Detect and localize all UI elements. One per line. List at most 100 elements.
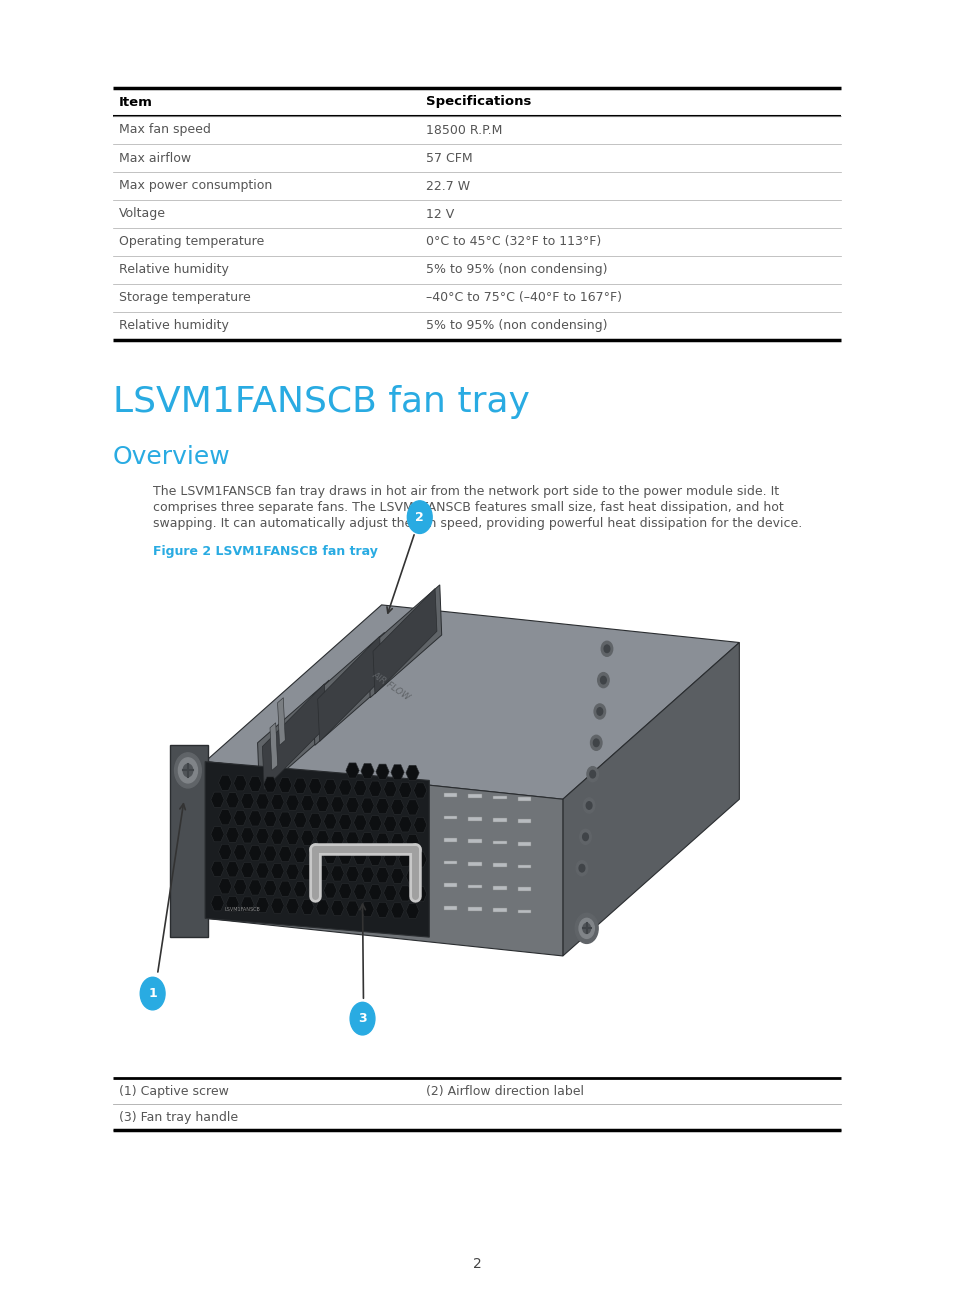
Polygon shape [286,864,299,879]
Polygon shape [211,792,224,807]
Circle shape [183,765,193,776]
Polygon shape [271,794,284,810]
Polygon shape [360,867,374,883]
Polygon shape [323,779,336,794]
Polygon shape [278,778,292,793]
Text: Voltage: Voltage [119,207,166,220]
Text: (3) Fan tray handle: (3) Fan tray handle [119,1111,238,1124]
Polygon shape [360,763,374,779]
FancyBboxPatch shape [468,816,481,820]
Polygon shape [360,798,374,813]
Polygon shape [308,779,321,794]
Polygon shape [405,800,418,815]
Polygon shape [240,862,253,877]
Polygon shape [308,883,321,897]
Polygon shape [249,880,261,896]
Polygon shape [308,848,321,863]
Polygon shape [375,902,389,918]
Polygon shape [240,897,253,912]
Circle shape [597,673,609,688]
Polygon shape [346,901,358,916]
Circle shape [407,500,432,534]
Polygon shape [323,849,336,863]
Polygon shape [300,864,314,880]
Circle shape [582,833,588,841]
Polygon shape [218,879,232,894]
Polygon shape [346,832,358,848]
Circle shape [593,739,598,746]
Text: 5% to 95% (non condensing): 5% to 95% (non condensing) [426,320,607,333]
Polygon shape [233,880,247,894]
Circle shape [582,923,590,933]
Polygon shape [263,776,276,792]
Polygon shape [226,897,239,911]
Polygon shape [360,832,374,848]
FancyBboxPatch shape [468,794,481,798]
Polygon shape [360,902,374,916]
Circle shape [576,861,587,876]
Polygon shape [249,776,261,792]
FancyBboxPatch shape [517,910,531,914]
Polygon shape [383,885,396,901]
Polygon shape [263,846,276,861]
Polygon shape [233,845,247,861]
Polygon shape [300,796,314,811]
FancyBboxPatch shape [493,886,506,889]
Polygon shape [277,697,285,745]
Text: 3: 3 [357,1012,367,1025]
Text: Storage temperature: Storage temperature [119,292,251,305]
Polygon shape [383,781,396,797]
Circle shape [350,1002,375,1036]
Circle shape [600,642,612,656]
Text: Figure 2 LSVM1FANSCB fan tray: Figure 2 LSVM1FANSCB fan tray [152,546,377,559]
Text: (2) Airflow direction label: (2) Airflow direction label [426,1085,583,1098]
Polygon shape [271,898,284,914]
Text: (1) Captive screw: (1) Captive screw [119,1085,229,1098]
Polygon shape [405,766,418,780]
Polygon shape [278,846,292,862]
Text: LSVM1FANSCB fan tray: LSVM1FANSCB fan tray [112,385,529,419]
Polygon shape [218,844,232,859]
Polygon shape [271,829,284,844]
Polygon shape [218,775,232,791]
Circle shape [174,753,201,788]
Polygon shape [338,814,352,829]
Polygon shape [398,886,412,901]
Polygon shape [368,885,381,899]
Polygon shape [405,903,418,919]
Polygon shape [383,850,396,866]
Circle shape [586,767,598,781]
Polygon shape [313,632,386,745]
Circle shape [600,677,606,684]
Polygon shape [331,901,344,915]
Polygon shape [562,643,739,956]
Text: swapping. It can automatically adjust the fan speed, providing powerful heat dis: swapping. It can automatically adjust th… [152,517,801,530]
Polygon shape [346,797,358,813]
Circle shape [579,829,591,845]
Circle shape [575,914,598,943]
Text: The LSVM1FANSCB fan tray draws in hot air from the network port side to the powe: The LSVM1FANSCB fan tray draws in hot ai… [152,485,779,498]
FancyBboxPatch shape [517,819,531,823]
Polygon shape [391,800,404,814]
Polygon shape [398,816,412,832]
FancyBboxPatch shape [493,841,506,845]
FancyBboxPatch shape [468,885,481,888]
Polygon shape [255,794,269,809]
Polygon shape [375,798,389,814]
Polygon shape [354,815,367,831]
Text: AIR FLOW: AIR FLOW [370,670,412,702]
Text: Relative humidity: Relative humidity [119,320,229,333]
Text: Item: Item [119,96,152,109]
FancyBboxPatch shape [517,797,531,801]
FancyBboxPatch shape [468,907,481,911]
Polygon shape [240,793,253,809]
Polygon shape [331,866,344,881]
Text: 2: 2 [472,1257,481,1271]
Polygon shape [373,588,436,693]
Polygon shape [346,867,358,881]
Polygon shape [368,584,441,697]
Text: 5% to 95% (non condensing): 5% to 95% (non condensing) [426,263,607,276]
Text: Max fan speed: Max fan speed [119,123,211,136]
Polygon shape [323,814,336,829]
Polygon shape [338,849,352,864]
